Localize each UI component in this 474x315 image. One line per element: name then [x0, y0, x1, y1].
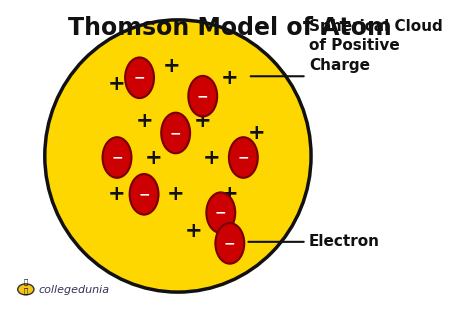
- Text: Thomson Model of Atom: Thomson Model of Atom: [68, 16, 392, 40]
- Ellipse shape: [125, 57, 154, 98]
- Circle shape: [18, 284, 34, 295]
- Ellipse shape: [229, 137, 258, 178]
- Text: +: +: [135, 111, 153, 131]
- Ellipse shape: [129, 174, 158, 215]
- Text: +: +: [162, 55, 180, 76]
- Text: +: +: [185, 221, 202, 241]
- Ellipse shape: [215, 223, 244, 264]
- Text: −: −: [111, 151, 123, 164]
- Text: Spherical Cloud
of Positive
Charge: Spherical Cloud of Positive Charge: [309, 19, 443, 73]
- Text: +: +: [108, 184, 126, 204]
- Text: −: −: [170, 126, 182, 140]
- Text: −: −: [197, 89, 209, 103]
- Text: 🎓: 🎓: [24, 278, 28, 285]
- Text: +: +: [194, 111, 211, 131]
- Text: +: +: [108, 74, 126, 94]
- Text: +: +: [221, 184, 238, 204]
- Ellipse shape: [206, 192, 235, 233]
- Text: −: −: [138, 187, 150, 201]
- Text: +: +: [221, 68, 238, 88]
- Text: +: +: [248, 123, 266, 143]
- Ellipse shape: [102, 137, 131, 178]
- Text: −: −: [215, 206, 227, 220]
- Ellipse shape: [45, 20, 311, 292]
- Text: +: +: [167, 184, 184, 204]
- Text: −: −: [224, 236, 236, 250]
- Text: collegedunia: collegedunia: [38, 285, 109, 295]
- Ellipse shape: [188, 76, 217, 117]
- Text: 👓: 👓: [24, 288, 28, 294]
- Text: −: −: [237, 151, 249, 164]
- Text: +: +: [144, 147, 162, 168]
- Ellipse shape: [161, 113, 190, 153]
- Text: −: −: [134, 71, 146, 85]
- Text: +: +: [203, 147, 220, 168]
- Text: Electron: Electron: [309, 234, 380, 249]
